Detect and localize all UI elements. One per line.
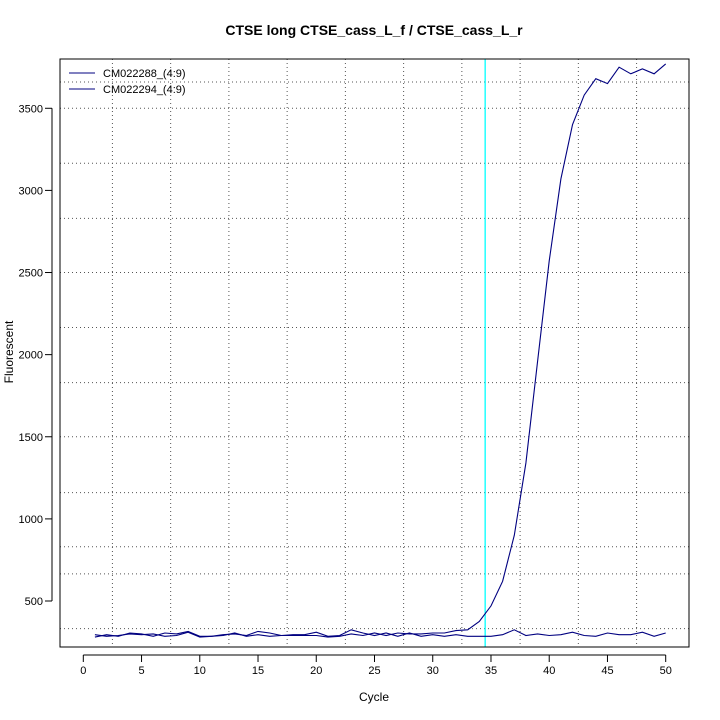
- x-tick-label: 25: [368, 665, 380, 677]
- y-tick-label: 3500: [19, 103, 43, 115]
- x-tick-label: 40: [543, 665, 555, 677]
- series-line-2: [94, 629, 666, 638]
- x-tick-label: 15: [252, 665, 264, 677]
- chart-title: CTSE long CTSE_cass_L_f / CTSE_cass_L_r: [225, 22, 523, 38]
- x-tick-label: 50: [660, 665, 672, 677]
- series-layer: [94, 63, 667, 638]
- y-tick-label: 2000: [19, 350, 43, 362]
- legend-label-2: CM022294_(4:9): [103, 84, 186, 96]
- x-tick-label: 30: [427, 665, 439, 677]
- x-tick-label: 5: [138, 665, 144, 677]
- x-tick-label: 10: [194, 665, 206, 677]
- y-tick-label: 500: [25, 596, 43, 608]
- y-axis-label: Fluorescent: [2, 320, 16, 383]
- grid-layer: [60, 59, 689, 647]
- y-tick-label: 3000: [19, 185, 43, 197]
- axes-layer: 0 5 10 15 20 25 30 35 40 45 50 500 1000 1500 2000 2500 3…: [19, 58, 690, 677]
- y-tick-label: 1500: [19, 432, 43, 444]
- x-tick-label: 45: [601, 665, 613, 677]
- x-tick-label: 35: [485, 665, 497, 677]
- legend: CM022288_(4:9) CM022294_(4:9): [69, 68, 186, 96]
- y-tick-label: 2500: [19, 268, 43, 280]
- series-line-1: [94, 63, 667, 638]
- y-tick-label: 1000: [19, 514, 43, 526]
- plot-frame: [59, 58, 690, 648]
- x-tick-label: 0: [80, 665, 86, 677]
- x-tick-label: 20: [310, 665, 322, 677]
- x-axis-label: Cycle: [359, 690, 389, 704]
- legend-label-1: CM022288_(4:9): [103, 68, 186, 80]
